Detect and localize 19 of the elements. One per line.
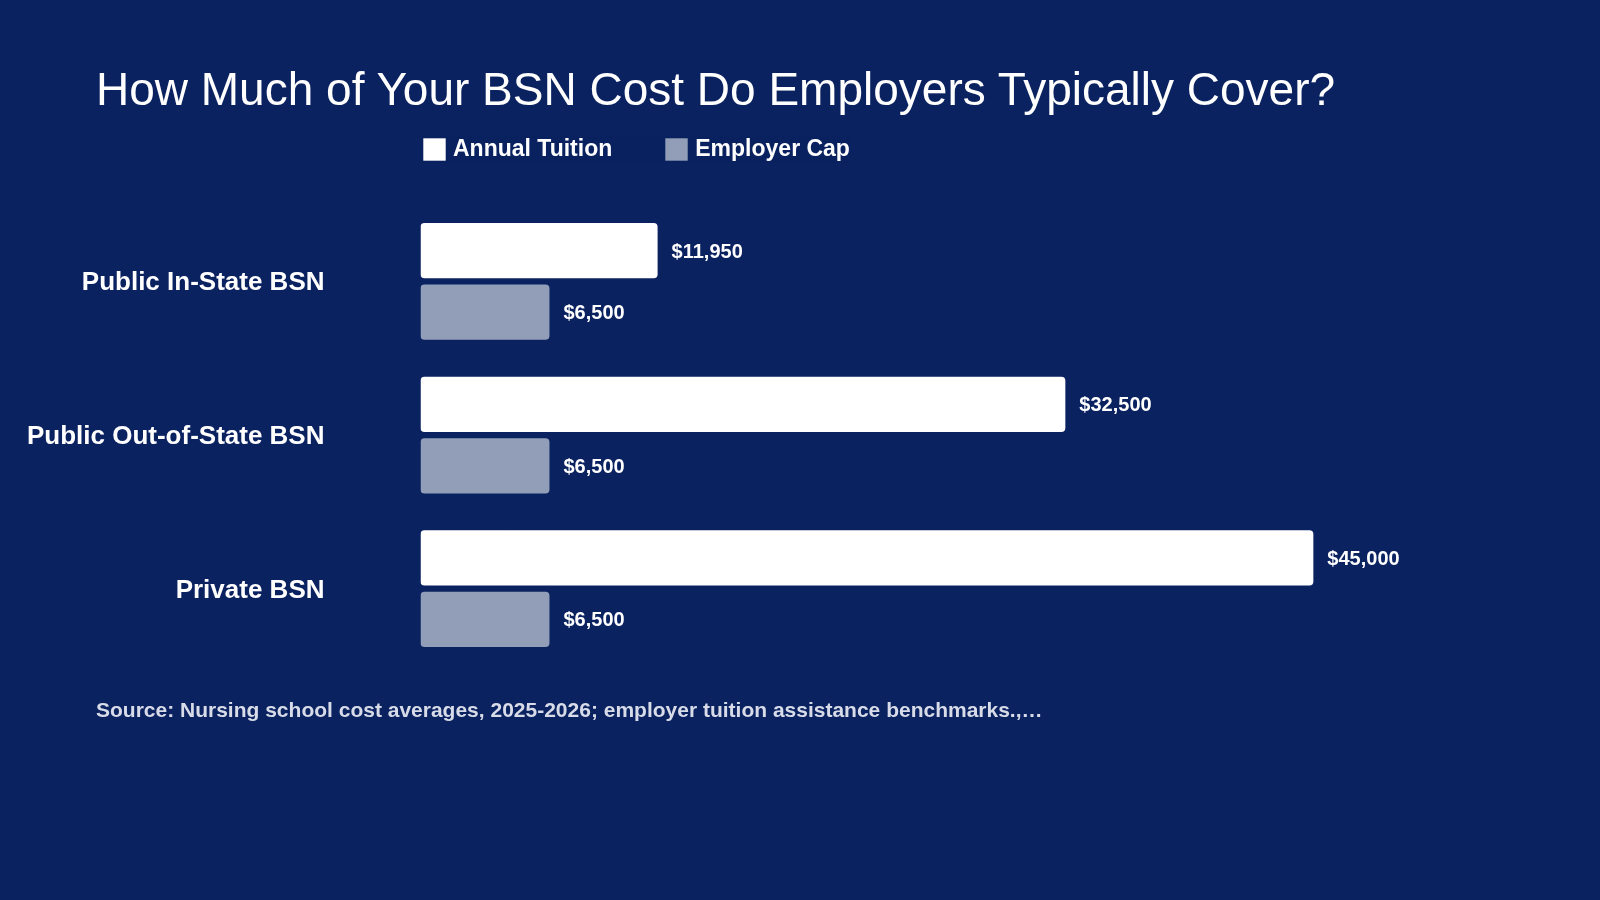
y-tick-label: Public Out-of-State BSN: [26, 419, 325, 450]
bar: [420, 284, 550, 340]
chart-title: How Much of Your BSN Cost Do Employers Typically Cover?: [96, 62, 1336, 117]
data-label: $32,500: [1079, 393, 1152, 416]
data-label: $11,950: [671, 239, 743, 262]
data-label: $45,000: [1327, 546, 1400, 569]
bar: [420, 376, 1066, 432]
data-label: $6,500: [563, 300, 625, 323]
data-label: $6,500: [563, 608, 625, 631]
legend-label: Annual Tuition: [453, 135, 613, 163]
bar: [420, 437, 550, 494]
bar: [420, 530, 1314, 586]
y-tick-label: Private BSN: [175, 573, 325, 604]
bar: [420, 222, 658, 279]
legend-label: Employer Cap: [695, 135, 850, 163]
source-note: Source: Nursing school cost averages, 2025-2026; employer tuition assistance benchmarks.,…: [96, 696, 1043, 723]
y-tick-label: Public In-State BSN: [81, 266, 325, 297]
bar: [420, 591, 550, 647]
data-label: $6,500: [563, 454, 625, 477]
